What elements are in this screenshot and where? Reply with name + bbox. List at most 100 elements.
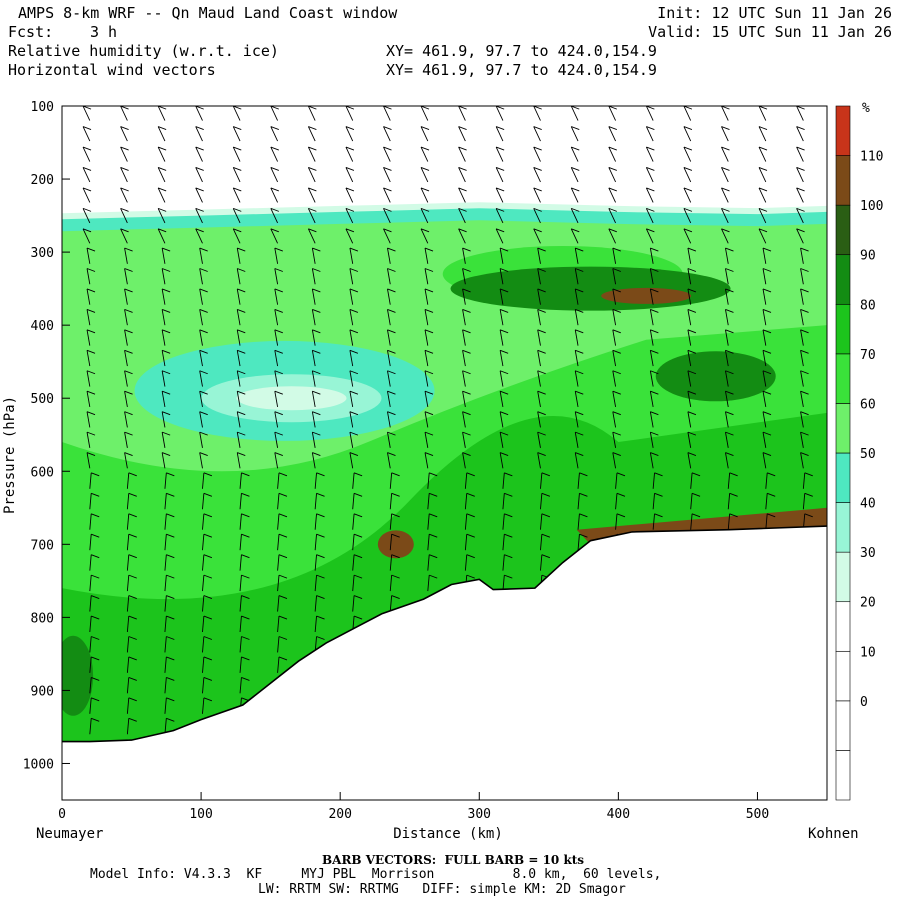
wind-barb-flag [387,308,396,313]
wind-barb [307,126,316,142]
wind-barb-flag [82,228,92,233]
wind-barb-flag [758,126,768,130]
wind-barb [311,432,316,448]
wind-barb-flag [650,308,659,313]
wind-barb [202,554,205,571]
wind-barb-flag [166,676,175,681]
wind-barb-flag [608,207,617,212]
wind-barb [274,309,279,326]
wind-barb-flag [316,636,325,640]
wind-barb-flag [650,329,659,334]
wind-barb [570,146,579,162]
wind-barb-flag [612,452,621,457]
wind-barb-flag [687,247,697,252]
wind-barb [164,472,167,489]
wind-barb-flag [270,167,279,171]
wind-barb-flag [504,554,513,559]
wind-barb-flag [166,533,175,538]
wind-barb-flag [233,106,242,110]
wind-barb-flag [462,431,471,436]
wind-barb [464,472,468,489]
wind-barb [574,452,579,469]
wind-barb-flag [387,349,396,354]
rh-coast-90 [62,635,94,716]
wind-barb [389,513,393,530]
wind-barb [232,208,241,224]
wind-barb-flag [128,676,137,681]
wind-barb [608,106,616,121]
wind-barb [495,146,504,162]
wind-barb [687,370,692,387]
wind-barb-flag [353,595,363,600]
wind-barb-flag [462,308,471,313]
wind-barb-flag [203,656,213,661]
wind-barb [270,126,278,142]
wind-barb-flag [646,106,655,110]
wind-barb [420,146,429,162]
wind-barb [645,126,654,142]
wind-barb-flag [608,126,617,130]
wind-barb [495,208,504,224]
wind-barb-flag [308,187,317,192]
wind-barb [577,493,580,510]
wind-barb-flag [762,452,772,457]
wind-barb-flag [91,615,100,620]
colorbar-swatch [835,452,851,503]
terrain [62,525,827,800]
wind-barb [462,247,466,264]
wind-barb [683,167,692,183]
wind-barb [796,146,804,162]
wind-barb [161,247,166,264]
wind-barb [462,411,466,428]
wind-barb-flag [796,146,805,151]
wind-barb [796,126,804,142]
wind-barb [199,370,203,387]
wind-barb-flag [128,595,137,600]
wind-barb-flag [646,187,655,192]
wind-barb-flag [86,288,96,293]
wind-barb [202,697,205,714]
wind-barb-flag [650,411,659,416]
wind-barb-flag [612,431,621,436]
wind-barb-flag [349,370,359,375]
wind-barb-flag [646,167,655,171]
wind-barb [157,208,166,224]
wind-barb-flag [233,167,242,171]
wind-barb [89,697,92,714]
wind-barb-flag [345,146,355,151]
wind-barb-flag [124,452,133,457]
wind-barb-flag [762,411,772,416]
wind-barb-flag [762,390,772,395]
wind-barb-flag [91,472,100,477]
wind-barb [574,350,579,367]
wind-barb-flag [199,390,208,395]
wind-barb-flag [767,472,776,477]
wind-barb [800,247,804,264]
wind-barb-flag [199,268,208,272]
wind-barb [765,472,768,489]
colorbar-label: 110 [860,150,883,165]
wind-barb-flag [796,207,805,212]
wind-barb [120,106,128,121]
wind-barb [349,350,354,367]
wind-barb [126,513,130,530]
wind-barb-flag [721,146,730,151]
wind-barb [687,411,692,428]
chart-title: AMPS 8-km WRF -- Qn Maud Land Coast wind… [18,4,398,22]
terrain-line [62,525,827,743]
wind-barb [161,288,166,305]
wind-barb-flag [571,228,580,233]
wind-barb-flag [158,106,167,110]
y-tick-label: 700 [31,538,54,553]
wind-barb-flag [120,126,129,130]
wind-barb [495,187,504,203]
colorbar-label: 60 [860,397,876,412]
wind-barb-flag [161,349,171,354]
wind-barb [424,391,429,408]
wind-barb-flag [128,472,137,477]
wind-barb-flag [762,268,772,272]
wind-barb-flag [387,431,396,436]
wind-barb [314,554,317,571]
wind-barb-flag [499,288,509,293]
wind-barb-flag [195,207,204,212]
